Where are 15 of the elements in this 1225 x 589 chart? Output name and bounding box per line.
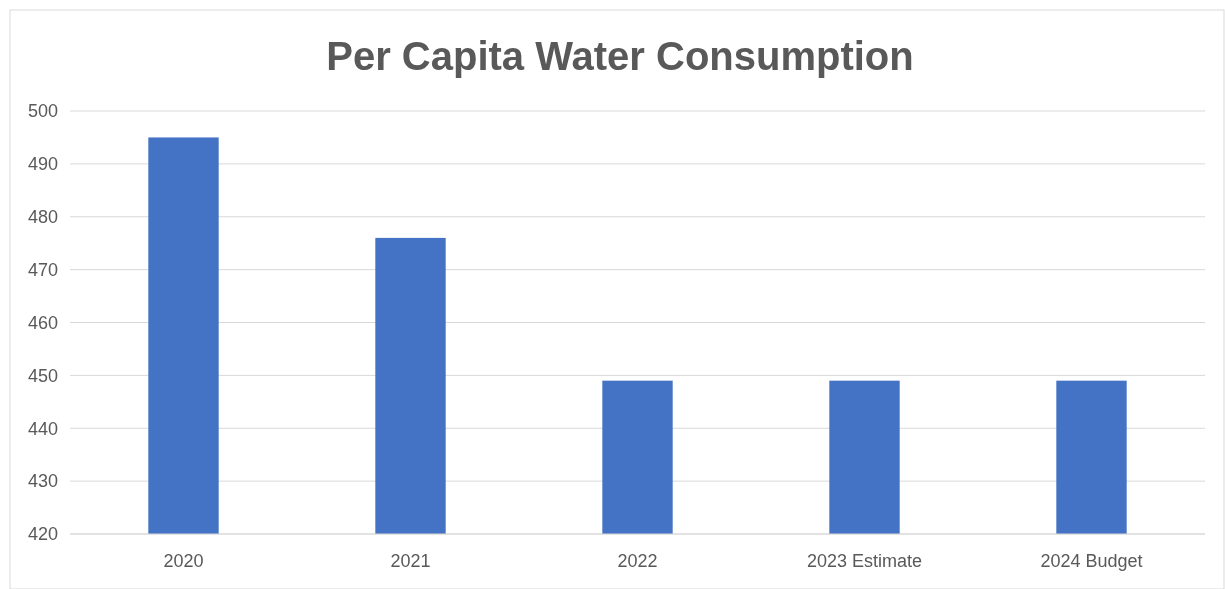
y-tick-label: 490 (27, 154, 58, 175)
y-tick-label: 480 (27, 207, 58, 228)
y-tick-label: 460 (27, 312, 58, 333)
x-tick-label: 2024 Budget (1040, 551, 1143, 571)
y-tick-label: 470 (27, 259, 58, 280)
y-tick-label: 440 (27, 418, 58, 439)
y-tick-label: 500 (27, 101, 58, 122)
x-tick-label: 2022 (617, 551, 658, 571)
y-tick-label: 420 (27, 524, 58, 545)
y-tick-label: 450 (27, 365, 58, 386)
x-tick-label: 2020 (163, 551, 204, 571)
chart-title: Per Capita Water Consumption (326, 34, 914, 78)
x-tick-label: 2021 (390, 551, 431, 571)
x-tick-label: 2023 Estimate (806, 551, 923, 571)
y-tick-label: 430 (27, 471, 58, 492)
